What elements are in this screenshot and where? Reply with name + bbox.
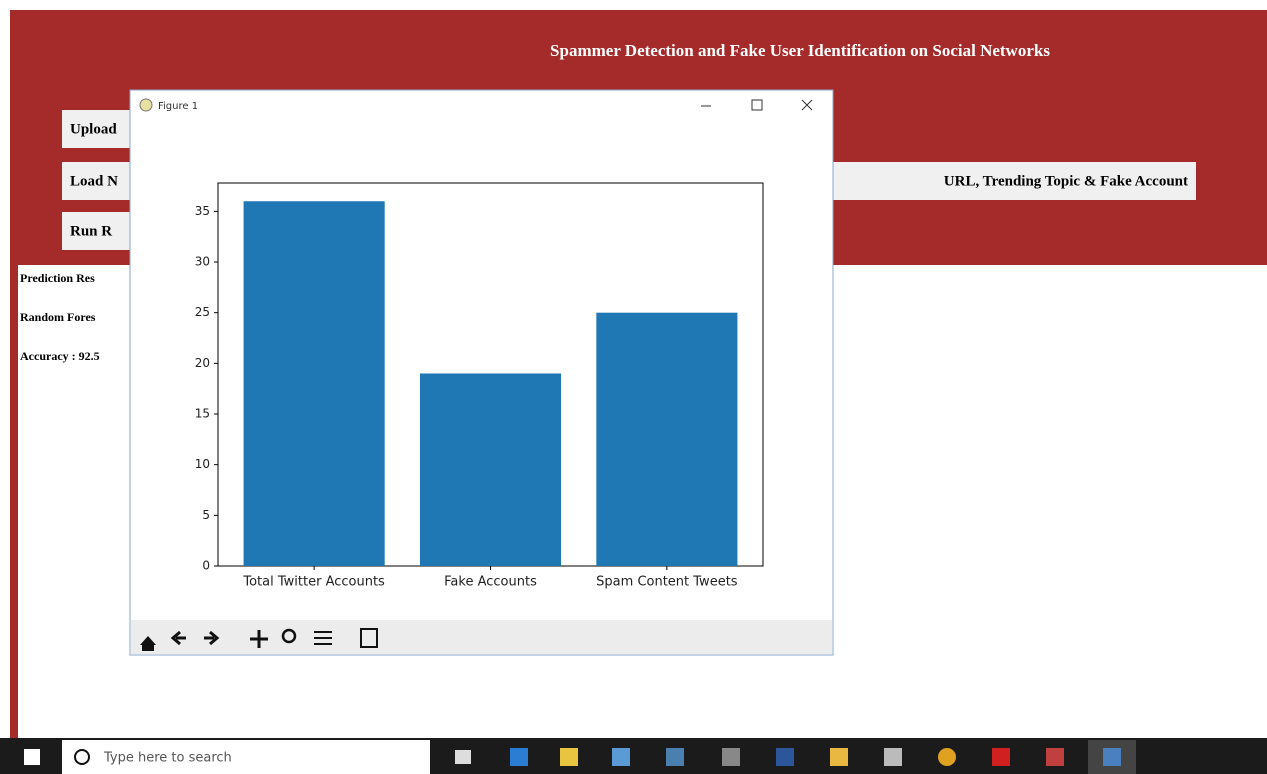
app-icon[interactable]: [1046, 748, 1064, 766]
app-title: Spammer Detection and Fake User Identifi…: [550, 41, 1050, 60]
app-icon[interactable]: [666, 748, 684, 766]
y-tick-label: 0: [202, 559, 210, 573]
start-button[interactable]: [24, 749, 40, 765]
button-label[interactable]: Run R: [70, 223, 112, 239]
window-icon: [140, 99, 152, 111]
button-label[interactable]: Upload: [70, 121, 117, 137]
screen: Spammer Detection and Fake User Identifi…: [0, 0, 1267, 774]
y-tick-label: 25: [195, 305, 210, 319]
app-icon[interactable]: [776, 748, 794, 766]
x-tick-label: Total Twitter Accounts: [242, 575, 385, 590]
toolbar: [131, 620, 832, 654]
search-placeholder[interactable]: Type here to search: [103, 751, 232, 766]
app-icon[interactable]: [884, 748, 902, 766]
output-line: Prediction Res: [20, 271, 95, 285]
button-label[interactable]: Load N: [70, 173, 118, 189]
y-tick-label: 10: [195, 457, 210, 471]
app-icon[interactable]: [510, 748, 528, 766]
y-tick-label: 20: [195, 356, 210, 370]
app-icon[interactable]: [612, 748, 630, 766]
bar: [596, 313, 737, 566]
window-title: Figure 1: [158, 101, 198, 112]
app-icon[interactable]: [722, 748, 740, 766]
y-tick-label: 35: [195, 204, 210, 218]
output-line: Random Fores: [20, 310, 96, 324]
app-icon[interactable]: [830, 748, 848, 766]
bar: [244, 201, 385, 566]
x-tick-label: Fake Accounts: [444, 575, 537, 590]
app-icon[interactable]: [1103, 748, 1121, 766]
x-tick-label: Spam Content Tweets: [596, 575, 738, 590]
y-tick-label: 30: [195, 255, 210, 269]
bar: [420, 373, 561, 566]
figure-window: Figure 1 0 5 10 15 20 25 30 35 Total Twitter Acc…: [130, 90, 833, 655]
app-icon[interactable]: [938, 748, 956, 766]
page: Spammer Detection and Fake User Identifi…: [0, 0, 1267, 774]
y-tick-label: 15: [195, 407, 210, 421]
button-label[interactable]: URL, Trending Topic & Fake Account: [944, 173, 1188, 189]
app-icon[interactable]: [455, 750, 471, 764]
app-icon[interactable]: [992, 748, 1010, 766]
y-tick-label: 5: [202, 508, 210, 522]
output-line: Accuracy : 92.5: [20, 349, 100, 363]
left-border: [10, 10, 18, 738]
app-icon[interactable]: [560, 748, 578, 766]
